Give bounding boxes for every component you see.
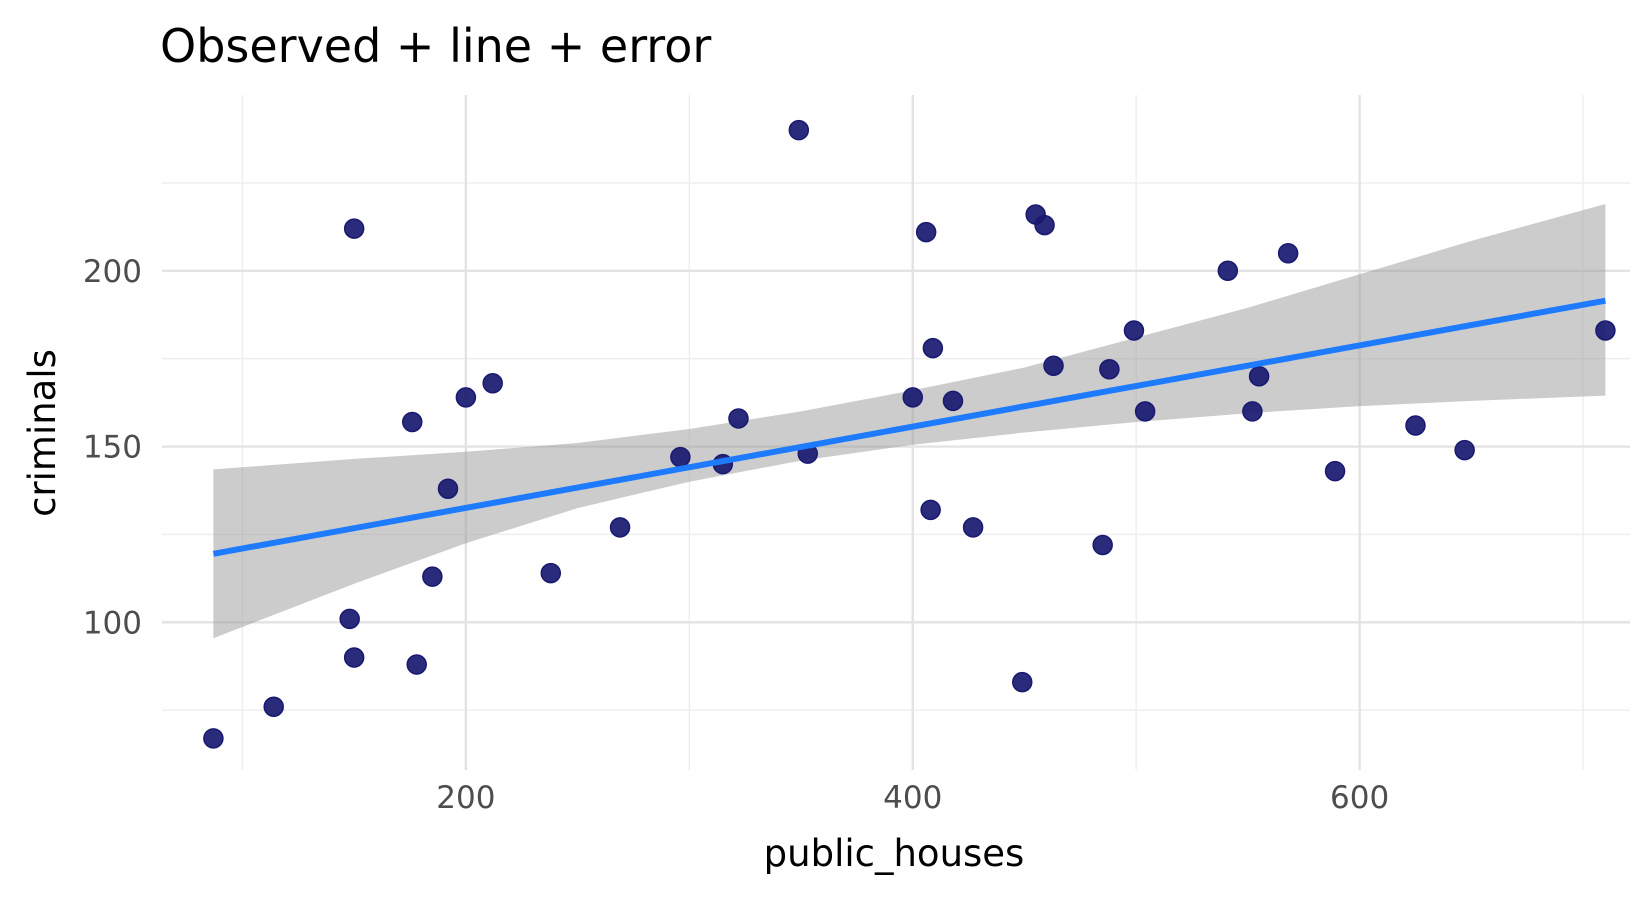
data-point — [1092, 534, 1113, 556]
data-point — [1011, 671, 1033, 693]
data-point — [1043, 355, 1064, 376]
data-point — [920, 499, 941, 521]
data-point — [788, 119, 810, 141]
data-point — [1217, 260, 1239, 282]
data-point — [1099, 358, 1120, 380]
x-tick-labels: 200 400 600 — [436, 780, 1389, 816]
fit-line — [212, 297, 1606, 557]
data-point — [609, 517, 631, 538]
data-point — [728, 408, 749, 429]
x-tick-label: 400 — [883, 780, 942, 816]
data-point — [1134, 401, 1156, 422]
data-point — [540, 562, 562, 584]
x-axis-title: public_houses — [764, 832, 1025, 875]
data-point — [670, 446, 691, 468]
data-point — [339, 608, 360, 630]
points-layer — [203, 119, 1616, 749]
data-point — [915, 221, 937, 243]
data-point — [1324, 460, 1346, 482]
data-point — [482, 373, 503, 394]
data-point — [437, 478, 459, 499]
x-tick-label: 200 — [436, 780, 495, 816]
data-point — [406, 654, 427, 675]
x-tick-label: 600 — [1330, 780, 1389, 816]
fit-line-layer — [212, 297, 1606, 557]
data-point — [343, 647, 365, 668]
data-point — [402, 411, 423, 433]
data-point — [1405, 415, 1426, 436]
data-point — [422, 566, 443, 587]
y-tick-label: 100 — [83, 605, 142, 641]
error-band-layer — [213, 204, 1606, 639]
data-point — [343, 218, 365, 239]
y-tick-label: 150 — [83, 430, 142, 466]
data-point — [1595, 320, 1616, 341]
data-point — [1034, 214, 1055, 236]
chart-title: Observed + line + error — [160, 19, 711, 73]
data-point — [203, 728, 224, 749]
data-point — [902, 387, 924, 408]
y-axis-title: criminals — [21, 349, 64, 517]
data-point — [1277, 242, 1299, 264]
y-tick-label: 200 — [83, 254, 142, 290]
data-point — [263, 696, 284, 717]
data-point — [922, 337, 944, 359]
data-point — [1123, 320, 1145, 341]
y-tick-labels: 100 150 200 — [83, 254, 142, 642]
data-point — [1242, 401, 1263, 422]
data-point — [962, 517, 984, 538]
data-point — [1454, 439, 1475, 461]
data-point — [455, 387, 477, 408]
error-band — [213, 204, 1606, 639]
data-point — [1248, 366, 1270, 387]
data-point — [942, 390, 964, 412]
